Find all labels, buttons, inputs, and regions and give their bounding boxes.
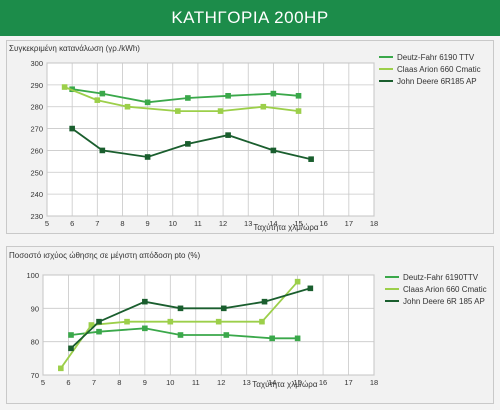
data-point: [124, 318, 130, 325]
x-tick-label: 7: [95, 219, 99, 228]
data-point: [295, 92, 302, 99]
x-tick-label: 5: [41, 378, 45, 387]
x-tick-label: 8: [117, 378, 121, 387]
x-axis-label: Ταχύτητα χλμ/ώρα: [252, 380, 318, 389]
y-tick-label: 70: [31, 371, 39, 380]
y-tick-label: 250: [30, 168, 43, 177]
legend-label: Deutz-Fahr 6190TTV: [403, 273, 479, 282]
data-point: [177, 305, 184, 312]
x-tick-label: 16: [319, 378, 327, 387]
data-point: [295, 108, 302, 114]
x-tick-label: 7: [92, 378, 96, 387]
legend-label: Claas Arion 660 Cmatic: [397, 65, 481, 74]
y-tick-label: 290: [30, 81, 43, 90]
data-point: [225, 92, 231, 99]
data-point: [308, 156, 314, 162]
data-point: [220, 305, 227, 312]
data-point: [96, 328, 102, 335]
data-point: [124, 103, 131, 110]
x-tick-label: 18: [370, 219, 378, 228]
data-point: [175, 108, 181, 114]
x-tick-label: 12: [217, 378, 225, 387]
data-point: [185, 141, 191, 147]
y-tick-label: 100: [26, 271, 39, 280]
x-tick-label: 14: [268, 378, 276, 387]
y-tick-label: 80: [31, 338, 39, 347]
x-tick-label: 5: [45, 219, 49, 228]
legend-label: John Deere 6R185 AP: [397, 77, 477, 86]
data-point: [167, 318, 174, 325]
chart-panel-pto-power: Ποσοστό ισχύος ώθησης σε μέγιστη απόδοση…: [6, 246, 494, 404]
x-tick-label: 17: [344, 378, 352, 387]
y-tick-label: 280: [30, 103, 43, 112]
data-point: [294, 335, 301, 342]
x-tick-label: 12: [219, 219, 227, 228]
x-tick-label: 14: [269, 219, 277, 228]
data-point: [94, 97, 101, 103]
y-tick-label: 260: [30, 146, 43, 155]
y-tick-label: 270: [30, 125, 43, 134]
data-point: [68, 345, 74, 352]
data-point: [69, 125, 75, 132]
data-point: [270, 90, 277, 97]
x-axis-label: Ταχύτητα χλμ/ώρα: [253, 223, 319, 232]
data-point: [177, 332, 184, 338]
data-point: [215, 318, 222, 325]
page-title: ΚΑΤΗΓΟΡΙΑ 200HP: [171, 8, 329, 27]
data-point: [294, 278, 301, 285]
data-point: [144, 154, 151, 160]
data-point: [259, 318, 265, 325]
pto-power-chart: Ποσοστό ισχύος ώθησης σε μέγιστη απόδοση…: [9, 251, 487, 389]
x-tick-label: 10: [169, 219, 177, 228]
x-tick-label: 8: [120, 219, 124, 228]
legend-label: Deutz-Fahr 6190 TTV: [397, 53, 475, 62]
x-tick-label: 9: [143, 378, 147, 387]
page-header: ΚΑΤΗΓΟΡΙΑ 200HP: [0, 0, 500, 36]
data-point: [223, 332, 230, 338]
data-point: [142, 325, 148, 332]
data-point: [142, 298, 148, 305]
x-tick-label: 15: [294, 219, 302, 228]
data-point: [225, 132, 231, 138]
consumption-chart: Συγκεκριμένη κατανάλωση (γρ./kWh) 5 6 7 8 9 10…: [9, 44, 481, 232]
data-point: [88, 322, 95, 328]
y-tick-label: 230: [30, 212, 43, 221]
x-tick-label: 6: [70, 219, 74, 228]
x-tick-label: 16: [320, 219, 328, 228]
data-point: [269, 335, 275, 342]
x-tick-label: 11: [192, 378, 200, 387]
data-point: [99, 90, 106, 97]
x-tick-label: 15: [293, 378, 301, 387]
data-point: [217, 108, 224, 114]
data-point: [270, 147, 277, 154]
x-tick-label: 17: [345, 219, 353, 228]
data-point: [58, 365, 64, 372]
x-tick-label: 18: [370, 378, 378, 387]
x-tick-label: 6: [66, 378, 70, 387]
data-point: [307, 285, 314, 292]
y-tick-label: 300: [30, 59, 43, 68]
y-axis-label: Συγκεκριμένη κατανάλωση (γρ./kWh): [9, 44, 140, 53]
data-point: [61, 84, 68, 90]
legend-label: John Deere 6R 185 AP: [403, 297, 485, 306]
data-point: [96, 318, 102, 325]
data-point: [99, 147, 106, 154]
data-point: [144, 99, 151, 106]
x-tick-label: 11: [194, 219, 202, 228]
x-tick-label: 13: [244, 219, 252, 228]
legend-label: Claas Arion 660 Cmatic: [403, 285, 487, 294]
x-tick-label: 10: [166, 378, 174, 387]
y-axis-label: Ποσοστό ισχύος ώθησης σε μέγιστη απόδοση…: [9, 251, 200, 260]
x-tick-label: 13: [243, 378, 251, 387]
y-tick-label: 90: [31, 304, 39, 313]
data-point: [261, 298, 268, 305]
chart-panel-consumption: Συγκεκριμένη κατανάλωση (γρ./kWh) 5 6 7 8 9 10…: [6, 40, 494, 234]
data-point: [68, 332, 74, 338]
data-point: [185, 95, 191, 101]
x-tick-label: 9: [146, 219, 150, 228]
data-point: [260, 103, 267, 110]
y-tick-label: 240: [30, 190, 43, 199]
